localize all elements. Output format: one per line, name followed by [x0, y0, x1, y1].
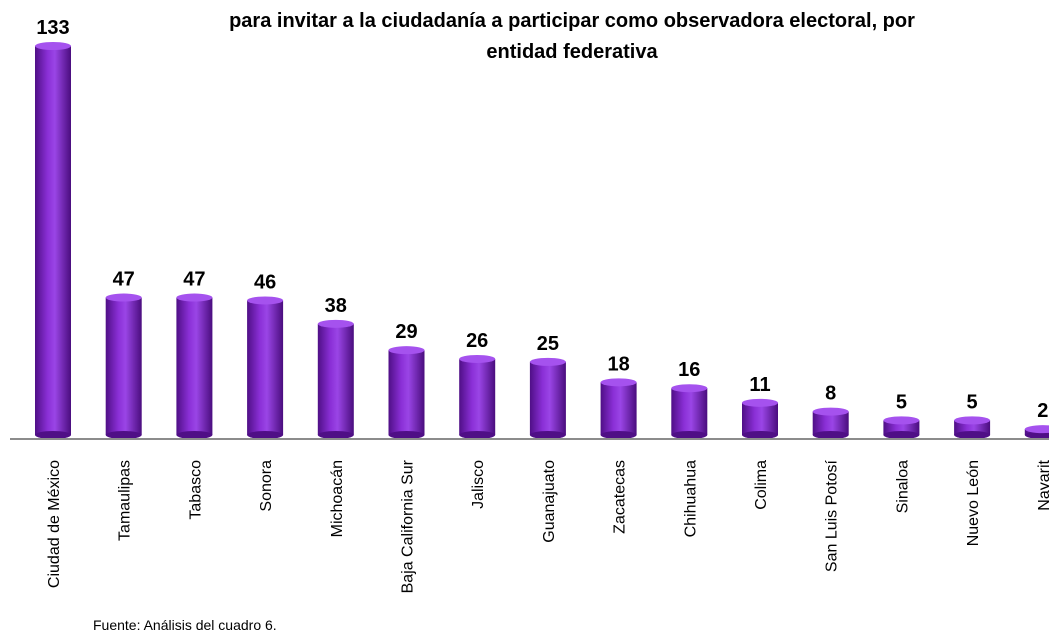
bar-top-cap: [812, 407, 849, 416]
bar-base-cap: [317, 431, 354, 439]
category-label: Tabasco: [187, 460, 204, 520]
category-label: Chihuahua: [682, 460, 699, 538]
bar: [105, 293, 142, 439]
category-label: Sonora: [258, 460, 275, 512]
category-label: Baja California Sur: [400, 459, 417, 593]
bar-top-cap: [247, 296, 284, 305]
bar-body: [529, 361, 566, 435]
bar-value-label: 2: [1037, 400, 1048, 422]
category-labels-group: Ciudad de México Tamaulipas Tabasco Sonora M…: [46, 459, 1049, 593]
bar-top-cap: [954, 416, 991, 425]
bar-base-cap: [388, 431, 425, 439]
bar-body: [671, 388, 708, 435]
bar-value-label: 38: [325, 295, 347, 317]
bar-top-cap: [600, 378, 637, 387]
bar-top-cap: [459, 354, 496, 363]
bar: [247, 296, 284, 439]
bar-base-cap: [529, 431, 566, 439]
bar: [600, 378, 637, 439]
bar-value-label: 5: [896, 391, 907, 413]
category-label: Michoacán: [329, 460, 346, 537]
bar-body: [812, 411, 849, 435]
bar-top-cap: [105, 293, 142, 302]
bar-top-cap: [671, 384, 708, 393]
category-label: Colima: [753, 460, 770, 510]
bar: [883, 416, 920, 439]
bars-group: [35, 42, 1049, 439]
chart-title-line-1: para invitar a la ciudadanía a participa…: [229, 10, 915, 32]
bar-body: [317, 323, 354, 435]
chart-title: para invitar a la ciudadanía a participa…: [229, 10, 915, 63]
bar: [1024, 425, 1049, 439]
bar-value-label: 46: [254, 271, 276, 293]
bar-value-label: 16: [678, 359, 700, 381]
bar-body: [954, 420, 991, 435]
bar-body: [883, 420, 920, 435]
bar-top-cap: [1024, 425, 1049, 434]
bar-base-cap: [671, 431, 708, 439]
bar: [671, 384, 708, 439]
bar-body: [247, 300, 284, 435]
bar-base-cap: [883, 431, 920, 439]
source-note: Fuente: Análisis del cuadro 6.: [93, 617, 277, 633]
bar-body: [459, 358, 496, 435]
bar: [35, 42, 71, 439]
category-label: Tamaulipas: [117, 460, 134, 541]
bar-value-label: 133: [36, 17, 69, 39]
bar-value-label: 8: [825, 383, 836, 405]
bar-body: [105, 297, 142, 435]
bar-top-cap: [35, 42, 71, 50]
category-label: Guanajuato: [541, 460, 558, 543]
bar-top-cap: [529, 357, 566, 366]
category-label: Zacatecas: [612, 460, 629, 534]
category-label: Sinaloa: [894, 460, 911, 513]
bar-top-cap: [883, 416, 920, 425]
bar-body: [742, 402, 778, 435]
bar-body: [35, 46, 71, 435]
value-labels-group: 133 47 47 46 38 29 26 25 18 16 11 8 5 5 2: [36, 17, 1048, 422]
bar: [954, 416, 991, 439]
bar-base-cap: [105, 431, 142, 439]
bar-value-label: 18: [607, 353, 629, 375]
bar-value-label: 47: [113, 269, 135, 291]
bar-base-cap: [742, 431, 778, 439]
bar-value-label: 25: [537, 333, 559, 355]
bar-base-cap: [600, 431, 637, 439]
bar: [812, 407, 849, 439]
bar-base-cap: [247, 431, 284, 439]
bar-value-label: 26: [466, 330, 488, 352]
category-label: Nayarit: [1036, 459, 1049, 510]
category-label: Ciudad de México: [46, 460, 63, 588]
bar: [742, 398, 778, 439]
bar-value-label: 47: [183, 269, 205, 291]
bar-body: [388, 350, 425, 435]
bar-value-label: 11: [749, 374, 770, 396]
bar-base-cap: [459, 431, 496, 439]
bar: [317, 319, 354, 439]
bar-base-cap: [954, 431, 991, 439]
category-label: Jalisco: [470, 460, 487, 509]
category-label: Nuevo León: [965, 460, 982, 546]
bar: [529, 357, 566, 439]
bar-top-cap: [317, 319, 354, 328]
bar-base-cap: [35, 431, 71, 439]
bar-value-label: 29: [395, 321, 417, 343]
bar: [176, 293, 213, 439]
bar-body: [176, 297, 213, 435]
bar-body: [600, 382, 637, 435]
bar: [459, 354, 496, 439]
category-label: San Luis Potosí: [824, 459, 841, 572]
bar-top-cap: [742, 398, 778, 407]
bar-top-cap: [176, 293, 213, 302]
bar-base-cap: [176, 431, 213, 439]
bar-value-label: 5: [967, 391, 978, 413]
bar-base-cap: [812, 431, 849, 439]
bar: [388, 346, 425, 439]
chart-title-line-2: entidad federativa: [486, 41, 658, 63]
bar-top-cap: [388, 346, 425, 355]
